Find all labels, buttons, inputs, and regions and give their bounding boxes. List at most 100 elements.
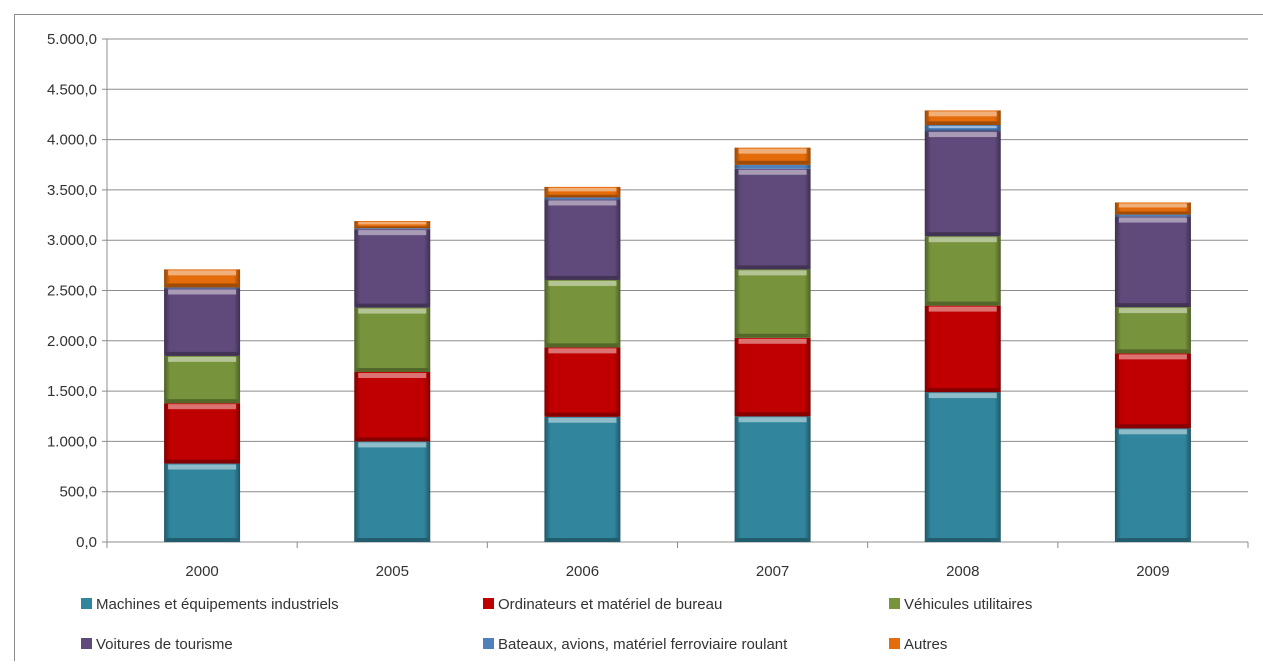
bar-segment — [1115, 353, 1191, 428]
legend-label: Ordinateurs et matériel de bureau — [498, 596, 722, 613]
bar-bevel-shadow — [166, 283, 238, 287]
legend-swatch — [889, 638, 900, 649]
x-tick-label: 2000 — [185, 563, 218, 580]
x-tick-label: 2009 — [1136, 563, 1169, 580]
bar-segment — [544, 347, 620, 416]
bar-bevel-highlight — [358, 442, 426, 447]
bar-bevel-highlight — [1119, 218, 1187, 223]
bar-bevel-highlight — [739, 149, 807, 154]
bar-segment — [1115, 428, 1191, 542]
bar-segment — [164, 288, 240, 355]
bar-bevel-shadow — [737, 412, 809, 416]
bar-bevel-shadow — [356, 226, 428, 228]
bar-bevel-highlight — [739, 170, 807, 175]
bar-segment — [354, 229, 430, 307]
bar-bevel-shadow — [927, 121, 999, 125]
bar-bevel-shadow — [546, 413, 618, 417]
bar-bevel-shadow — [1117, 538, 1189, 542]
bar-bevel-shadow — [166, 460, 238, 464]
bar-segment — [735, 338, 811, 416]
bar-bevel-highlight — [168, 404, 236, 409]
bar-bevel-highlight — [929, 307, 997, 312]
bar-bevel-highlight — [929, 126, 997, 128]
bar-bevel-shadow — [737, 265, 809, 269]
bar-segment — [1115, 215, 1191, 217]
bar-bevel-highlight — [739, 339, 807, 344]
y-tick-label: 4.000,0 — [47, 132, 97, 149]
bar-bevel-highlight — [929, 132, 997, 137]
bar-bevel-shadow — [927, 130, 999, 132]
y-tick-label: 3.000,0 — [47, 232, 97, 249]
bar-segment — [354, 372, 430, 441]
x-tick-label: 2007 — [756, 563, 789, 580]
bar-bevel-shadow — [546, 538, 618, 542]
x-tick-label: 2008 — [946, 563, 979, 580]
bar-segment — [735, 165, 811, 169]
legend-label: Véhicules utilitaires — [904, 596, 1032, 613]
bar-bevel-shadow — [356, 538, 428, 542]
bar-segment — [925, 236, 1001, 305]
bar-segment — [735, 269, 811, 337]
bar-segment — [164, 464, 240, 542]
bar-bevel-highlight — [358, 230, 426, 235]
bar-bevel-shadow — [1117, 212, 1189, 215]
bar-bevel-highlight — [358, 222, 426, 224]
bar-bevel-highlight — [739, 417, 807, 422]
y-tick-label: 4.500,0 — [47, 81, 97, 98]
bar-bevel-highlight — [548, 348, 616, 353]
bar-bevel-highlight — [358, 309, 426, 314]
bar-bevel-highlight — [1119, 308, 1187, 313]
bar-segment — [544, 280, 620, 347]
bar-segment — [164, 287, 240, 288]
bar-segment — [735, 416, 811, 542]
bar-bevel-highlight — [1119, 354, 1187, 359]
bar-segment — [354, 228, 430, 229]
bar-bevel-shadow — [356, 304, 428, 308]
bar-bevel-shadow — [927, 302, 999, 306]
bar-bevel-highlight — [739, 270, 807, 275]
bar-bevel-shadow — [546, 195, 618, 198]
chart-frame: 0,0 500,0 1.000,0 1.500,0 2.000,0 2.500,0 3.00… — [14, 14, 1263, 661]
y-tick-label: 3.500,0 — [47, 182, 97, 199]
legend-swatch — [81, 638, 92, 649]
legend-swatch — [889, 598, 900, 609]
bar-segment — [544, 199, 620, 279]
bar-segment — [164, 356, 240, 403]
bar-segment — [544, 417, 620, 542]
bar-bevel-shadow — [927, 538, 999, 542]
bar-bevel-highlight — [1119, 429, 1187, 434]
bar-segment — [354, 441, 430, 542]
bars — [164, 110, 1191, 542]
y-tick-label: 0,0 — [76, 534, 97, 551]
gridlines — [102, 39, 1248, 542]
bar-segment — [544, 197, 620, 199]
y-tick-label: 1.500,0 — [47, 383, 97, 400]
bar-bevel-shadow — [1117, 424, 1189, 428]
bar-segment — [925, 131, 1001, 236]
bar-bevel-highlight — [929, 393, 997, 398]
bar-bevel-highlight — [168, 289, 236, 294]
bar-bevel-shadow — [166, 352, 238, 356]
legend-swatch — [483, 638, 494, 649]
y-tick-label: 1.000,0 — [47, 433, 97, 450]
legend-label: Autres — [904, 636, 947, 653]
bar-segment — [354, 308, 430, 372]
bar-segment — [925, 306, 1001, 393]
bar-bevel-shadow — [927, 388, 999, 392]
legend-swatch — [483, 598, 494, 609]
legend: Machines et équipements industriels Ordin… — [81, 596, 1032, 653]
bar-segment — [735, 169, 811, 270]
bar-bevel-highlight — [929, 237, 997, 242]
legend-label: Voitures de tourisme — [96, 636, 233, 653]
bar-bevel-shadow — [356, 368, 428, 372]
y-tick-label: 2.000,0 — [47, 333, 97, 350]
bar-bevel-highlight — [548, 418, 616, 423]
x-tick-label: 2006 — [566, 563, 599, 580]
bar-segment — [164, 403, 240, 463]
bar-bevel-shadow — [737, 538, 809, 542]
bar-bevel-shadow — [927, 232, 999, 236]
bar-bevel-shadow — [546, 343, 618, 347]
legend-swatch — [81, 598, 92, 609]
stacked-bar-chart: 0,0 500,0 1.000,0 1.500,0 2.000,0 2.500,0 3.00… — [15, 15, 1263, 662]
bar-bevel-highlight — [929, 111, 997, 116]
